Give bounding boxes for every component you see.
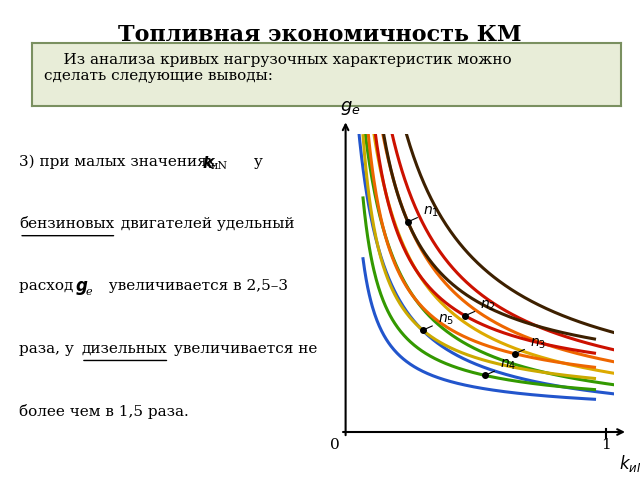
Text: e: e [86, 287, 92, 297]
Text: увеличивается в 2,5–3: увеличивается в 2,5–3 [99, 279, 288, 293]
Text: бензиновых: бензиновых [19, 217, 115, 231]
Text: более чем в 1,5 раза.: более чем в 1,5 раза. [19, 404, 189, 419]
Text: $g_e$: $g_e$ [340, 98, 361, 117]
Text: раза, у: раза, у [19, 342, 79, 356]
Text: $k_{иN}$: $k_{иN}$ [620, 453, 640, 474]
Text: $n_2$: $n_2$ [468, 299, 496, 314]
Text: Топливная экономичность КМ: Топливная экономичность КМ [118, 24, 522, 46]
Text: $n_5$: $n_5$ [426, 313, 454, 329]
Text: $n_3$: $n_3$ [517, 336, 546, 353]
Text: дизельных: дизельных [81, 342, 166, 356]
Text: $n_4$: $n_4$ [488, 358, 516, 374]
Text: 3) при малых значениях: 3) при малых значениях [19, 155, 220, 169]
Text: 0: 0 [330, 438, 340, 452]
Text: $\boldsymbol{k}$: $\boldsymbol{k}$ [202, 155, 214, 170]
Text: 1: 1 [602, 438, 611, 452]
Text: иN: иN [211, 161, 228, 171]
Text: $\boldsymbol{g}$: $\boldsymbol{g}$ [75, 279, 88, 297]
Text: двигателей удельный: двигателей удельный [116, 217, 295, 231]
Text: $n_1$: $n_1$ [410, 204, 439, 221]
Text: у: у [249, 155, 262, 168]
Text: увеличивается не: увеличивается не [170, 342, 317, 356]
Text: Из анализа кривых нагрузочных характеристик можно
сделать следующие выводы:: Из анализа кривых нагрузочных характерис… [44, 53, 511, 83]
Text: расход: расход [19, 279, 79, 293]
